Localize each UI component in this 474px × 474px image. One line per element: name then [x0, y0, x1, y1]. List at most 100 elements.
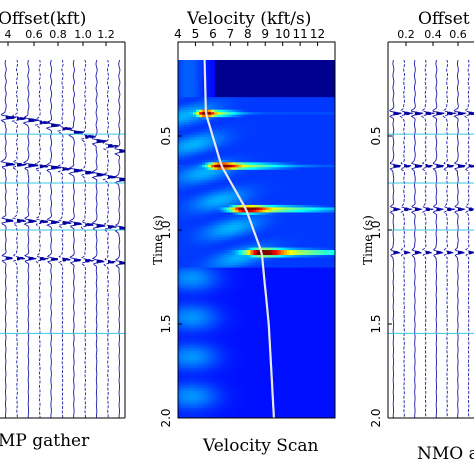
heatmap-cell	[331, 219, 335, 224]
heatmap-cell	[193, 64, 197, 68]
heatmap-cell	[283, 189, 288, 193]
heatmap-cell	[226, 144, 230, 148]
heatmap-cell	[253, 224, 258, 229]
heatmap-cell	[295, 285, 300, 289]
heatmap-cell	[181, 122, 185, 126]
heatmap-cell	[184, 134, 188, 138]
heatmap-cell	[178, 222, 182, 226]
heatmap-cell	[211, 184, 215, 188]
heatmap-cell	[202, 187, 206, 191]
heatmap-cell	[247, 292, 252, 296]
heatmap-cell	[178, 82, 182, 86]
heatmap-cell	[289, 152, 294, 156]
heatmap-cell	[205, 184, 209, 188]
heatmap-cell	[286, 184, 291, 188]
heatmap-cell	[226, 162, 230, 166]
heatmap-cell	[226, 167, 230, 171]
heatmap-cell	[307, 232, 312, 236]
heatmap-cell	[310, 194, 315, 199]
heatmap-cell	[280, 204, 285, 209]
heatmap-cell	[259, 169, 264, 173]
heatmap-cell	[247, 227, 252, 231]
heatmap-cell	[193, 270, 197, 274]
heatmap-cell	[235, 114, 239, 118]
heatmap-cell	[184, 77, 188, 81]
heatmap-cell	[235, 237, 239, 241]
heatmap-cell	[292, 270, 297, 274]
heatmap-cell	[205, 192, 209, 196]
heatmap-cell	[199, 159, 203, 163]
heatmap-cell	[211, 147, 215, 151]
heatmap-cell	[292, 300, 297, 304]
heatmap-cell	[295, 262, 300, 266]
heatmap-cell	[280, 227, 285, 231]
heatmap-cell	[277, 285, 282, 289]
heatmap-cell	[178, 187, 182, 191]
heatmap-cell	[289, 107, 294, 111]
heatmap-cell	[178, 74, 182, 78]
heatmap-cell	[226, 217, 230, 221]
heatmap-cell	[229, 219, 233, 224]
heatmap-cell	[223, 300, 227, 304]
heatmap-cell	[286, 109, 291, 113]
heatmap-cell	[199, 157, 203, 161]
heatmap-cell	[268, 172, 273, 176]
heatmap-cell	[313, 255, 318, 259]
heatmap-cell	[256, 134, 261, 138]
heatmap-cell	[229, 217, 233, 221]
heatmap-cell	[289, 117, 294, 121]
heatmap-cell	[274, 310, 279, 314]
heatmap-cell	[229, 104, 233, 108]
heatmap-cell	[178, 217, 182, 221]
heatmap-cell	[304, 262, 309, 266]
heatmap-cell	[331, 310, 335, 314]
heatmap-cell	[250, 109, 255, 113]
heatmap-cell	[196, 270, 200, 274]
heatmap-cell	[226, 222, 230, 226]
heatmap-cell	[253, 117, 258, 121]
heatmap-cell	[247, 182, 252, 186]
heatmap-cell	[328, 152, 333, 156]
heatmap-cell	[250, 154, 255, 158]
heatmap-cell	[199, 87, 203, 91]
heatmap-cell	[190, 280, 194, 284]
heatmap-cell	[190, 172, 194, 176]
heatmap-cell	[310, 114, 315, 118]
heatmap-cell	[289, 260, 294, 264]
heatmap-cell	[253, 132, 258, 136]
heatmap-cell	[226, 285, 230, 289]
heatmap-cell	[325, 179, 330, 183]
heatmap-cell	[250, 255, 255, 259]
heatmap-cell	[187, 209, 191, 214]
heatmap-cell	[250, 219, 255, 224]
heatmap-cell	[208, 292, 212, 296]
heatmap-cell	[229, 107, 233, 111]
heatmap-cell	[199, 245, 203, 249]
heatmap-cell	[316, 212, 321, 216]
heatmap-cell	[283, 312, 288, 316]
heatmap-cell	[220, 177, 224, 181]
heatmap-cell	[301, 124, 306, 128]
heatmap-cell	[307, 237, 312, 241]
heatmap-cell	[265, 174, 270, 178]
heatmap-cell	[292, 277, 297, 281]
heatmap-cell	[316, 262, 321, 266]
heatmap-cell	[247, 240, 252, 244]
heatmap-cell	[259, 182, 264, 186]
heatmap-cell	[214, 154, 218, 158]
heatmap-cell	[247, 235, 252, 239]
heatmap-cell	[193, 187, 197, 191]
heatmap-cell	[211, 242, 215, 246]
heatmap-cell	[262, 302, 267, 306]
heatmap-cell	[283, 139, 288, 143]
heatmap-cell	[217, 255, 221, 259]
heatmap-cell	[229, 127, 233, 131]
heatmap-cell	[331, 217, 335, 221]
heatmap-cell	[217, 245, 221, 249]
heatmap-cell	[193, 240, 197, 244]
heatmap-cell	[241, 277, 246, 281]
heatmap-cell	[271, 102, 276, 106]
heatmap-cell	[220, 255, 224, 259]
heatmap-cell	[307, 194, 312, 199]
heatmap-cell	[265, 230, 270, 234]
